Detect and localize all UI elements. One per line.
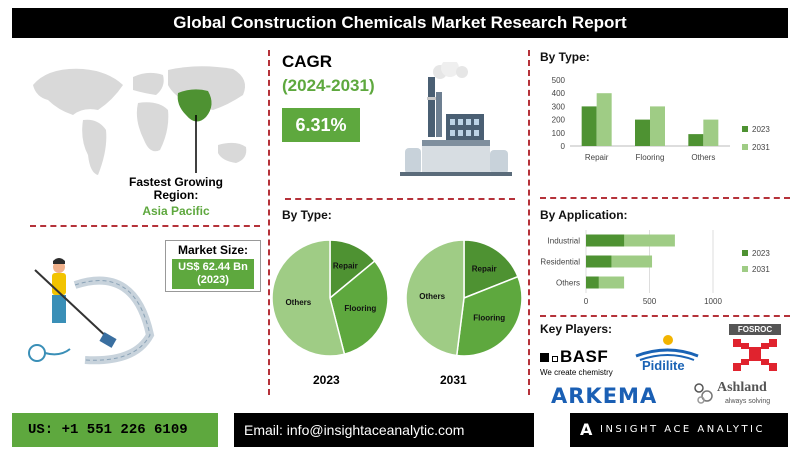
bar-app-title: By Application:	[540, 208, 628, 222]
y-tick-label: 500	[552, 76, 566, 85]
market-size-card: Market Size: US$ 62.44 Bn (2023)	[165, 240, 261, 292]
legend-label-2023: 2023	[752, 249, 770, 258]
worker-illustration	[28, 258, 155, 365]
world-map	[33, 66, 247, 175]
region-label: Fastest Growing Region:	[128, 175, 223, 202]
pie-label-others: Others	[419, 292, 445, 301]
fosroc-name: FOSROC	[729, 324, 781, 335]
logo-fosroc: FOSROC	[729, 324, 781, 376]
divider-left	[268, 50, 270, 395]
footer-brand-block: A INSIGHT ACE ANALYTIC	[570, 413, 788, 447]
bar-chart-application: 0 500 1000 Industrial Residential Others 2023 2…	[540, 230, 770, 306]
bar-2031-flooring	[650, 106, 665, 146]
bar-2031-others	[703, 119, 719, 146]
market-size-year: (2023)	[197, 274, 229, 286]
legend-label-2031: 2031	[752, 143, 770, 152]
cagr-label: CAGR	[282, 52, 333, 71]
bar-2023-flooring	[635, 119, 650, 146]
market-size-label: Market Size:	[177, 243, 249, 257]
pie-slice-repair-2031	[463, 239, 519, 300]
pie-label-others: Others	[285, 298, 311, 307]
y-tick-label: Others	[556, 279, 580, 288]
divider-right-h1	[540, 197, 790, 199]
factory-illustration	[400, 62, 512, 176]
pie-label-repair: Repair	[472, 264, 497, 273]
x-tick-label: 1000	[704, 297, 722, 306]
y-tick-label: 200	[552, 116, 566, 125]
y-tick-label: Residential	[540, 258, 580, 267]
pie-slice-repair-2023	[329, 239, 376, 300]
bar-2031-repair	[596, 93, 612, 146]
region-value: Asia Pacific	[142, 204, 210, 218]
x-tick-label: 0	[584, 297, 589, 306]
ashland-tagline: always solving	[725, 398, 771, 405]
bar-2023-others	[586, 276, 599, 289]
legend-swatch-2031	[742, 266, 748, 272]
divider-left-h	[30, 225, 260, 227]
legend-swatch-2023	[742, 126, 748, 132]
market-size-value-box: US$ 62.44 Bn (2023)	[172, 259, 254, 289]
basf-tagline: We create chemistry	[540, 368, 613, 377]
bar-2023-repair	[581, 106, 597, 146]
pie-charts: Repair Flooring Others Repair Flooring Others	[271, 239, 523, 357]
pidilite-name: Pidilite	[642, 358, 685, 373]
pie-label-flooring: Flooring	[473, 314, 505, 323]
y-tick-label: 300	[552, 102, 566, 111]
x-tick-label: Repair	[585, 153, 609, 162]
x-tick-label: Others	[691, 153, 715, 162]
y-tick-label: 0	[561, 142, 566, 151]
page-title: Global Construction Chemicals Market Res…	[12, 8, 788, 38]
pie-slice-flooring-2031	[455, 275, 523, 357]
cagr-period: (2024-2031)	[282, 76, 375, 95]
logo-basf: BASF	[540, 347, 608, 367]
bar-2023-others	[688, 134, 704, 146]
x-tick-label: 500	[643, 297, 657, 306]
logo-pidilite: Pidilite	[632, 334, 702, 374]
bar-2023-industrial	[586, 234, 625, 247]
pie-slice-others-2031	[405, 239, 465, 357]
logo-arkema: ARKEMA	[551, 384, 658, 408]
footer-email: Email: info@insightaceanalytic.com	[234, 413, 534, 447]
pie-year-left: 2023	[313, 373, 340, 387]
market-size-value: US$ 62.44 Bn	[178, 261, 248, 273]
divider-mid-h	[285, 198, 515, 200]
x-tick-label: Flooring	[636, 153, 665, 162]
bar-2023-residential	[586, 255, 612, 268]
pie-slice-flooring-2023	[329, 259, 389, 356]
legend-swatch-2023	[742, 250, 748, 256]
footer-brand: INSIGHT ACE ANALYTIC	[600, 424, 765, 435]
asia-highlight	[177, 89, 212, 122]
legend-swatch-2031	[742, 144, 748, 150]
pie-label-flooring: Flooring	[344, 304, 376, 313]
logo-ashland: Ashland always solving	[693, 378, 783, 410]
y-tick-label: 100	[552, 129, 566, 138]
bar-chart-type: 0 100 200 300 400 500 Repair Flooring Others 2023…	[552, 76, 771, 162]
y-tick-label: 400	[552, 89, 566, 98]
pie-slice-others-2023	[271, 239, 346, 357]
bar-type-title: By Type:	[540, 50, 590, 64]
ashland-name: Ashland	[717, 380, 767, 395]
legend-label-2023: 2023	[752, 125, 770, 134]
y-tick-label: Industrial	[548, 237, 581, 246]
divider-right-h2	[540, 315, 790, 317]
key-players-title: Key Players:	[540, 322, 613, 336]
cagr-value: 6.31%	[282, 108, 360, 142]
basf-name: BASF	[560, 347, 609, 366]
pie-year-right: 2031	[440, 373, 467, 387]
brand-logo-icon: A	[580, 420, 593, 439]
footer-phone: US: +1 551 226 6109	[12, 413, 218, 447]
divider-right	[528, 50, 530, 395]
pie-section-title: By Type:	[282, 208, 332, 222]
pie-label-repair: Repair	[333, 261, 358, 270]
legend-label-2031: 2031	[752, 265, 770, 274]
